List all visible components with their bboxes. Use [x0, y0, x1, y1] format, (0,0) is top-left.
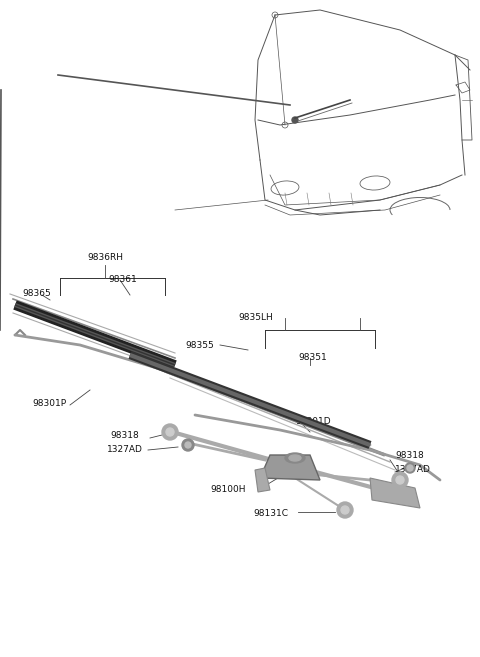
Text: 98100H: 98100H: [210, 486, 245, 495]
Text: 9835LH: 9835LH: [238, 313, 273, 323]
Circle shape: [182, 439, 194, 451]
Text: 98361: 98361: [108, 275, 137, 284]
Text: 98301D: 98301D: [295, 417, 331, 426]
Ellipse shape: [289, 455, 301, 461]
Polygon shape: [255, 468, 270, 492]
Circle shape: [341, 506, 349, 514]
Text: 98318: 98318: [110, 430, 139, 440]
Text: 1327AD: 1327AD: [395, 464, 431, 474]
Circle shape: [292, 117, 298, 123]
Circle shape: [337, 502, 353, 518]
Circle shape: [396, 476, 404, 484]
Text: 98318: 98318: [395, 451, 424, 459]
Text: 98301P: 98301P: [32, 399, 66, 409]
Text: 9836RH: 9836RH: [87, 254, 123, 263]
Circle shape: [392, 472, 408, 488]
Polygon shape: [260, 455, 320, 480]
Circle shape: [185, 442, 191, 448]
Text: 98131C: 98131C: [253, 509, 288, 518]
Text: 1327AD: 1327AD: [107, 445, 143, 453]
Ellipse shape: [285, 453, 305, 463]
Circle shape: [405, 463, 415, 473]
Circle shape: [407, 465, 413, 471]
Polygon shape: [370, 478, 420, 508]
Text: 98351: 98351: [298, 353, 327, 363]
Text: 98365: 98365: [22, 288, 51, 298]
Circle shape: [166, 428, 174, 436]
Circle shape: [162, 424, 178, 440]
Text: 98355: 98355: [185, 340, 214, 350]
